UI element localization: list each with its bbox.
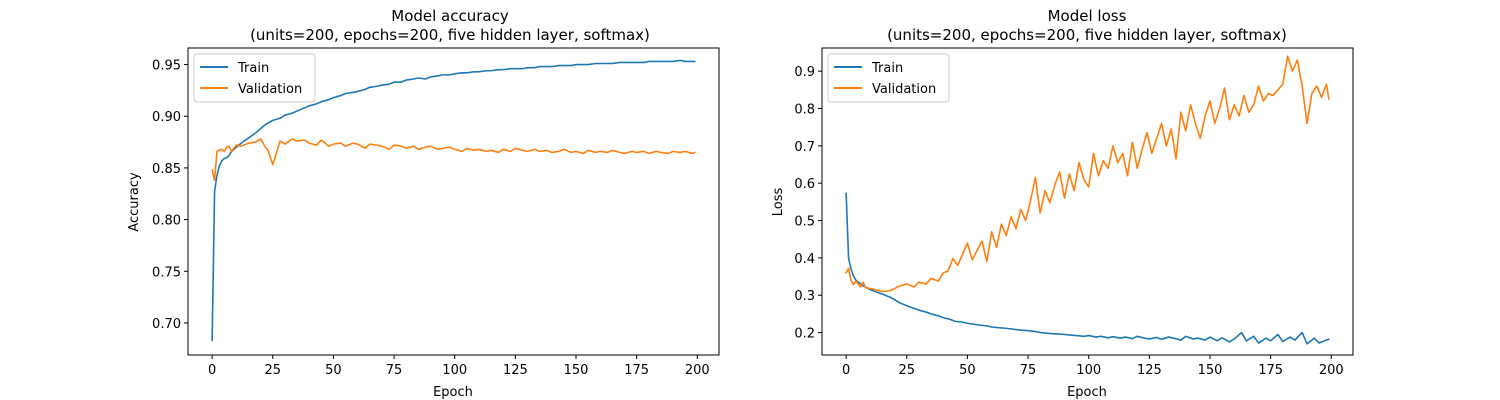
loss-lines bbox=[845, 55, 1330, 345]
loss-x-tick-label: 200 bbox=[1319, 363, 1344, 378]
accuracy-x-tick-label: 0 bbox=[208, 363, 216, 378]
accuracy-legend: Train Validation bbox=[193, 53, 316, 103]
accuracy-x-tick-label: 150 bbox=[564, 363, 589, 378]
loss-y-tick-label: 0.6 bbox=[794, 177, 815, 192]
accuracy-title-line1: Model accuracy bbox=[391, 7, 509, 25]
accuracy-legend-train-label: Train bbox=[237, 61, 269, 76]
loss-x-tick-label: 125 bbox=[1137, 363, 1162, 378]
accuracy-y-tick-label: 0.80 bbox=[152, 214, 181, 229]
accuracy-x-axis-label: Epoch bbox=[433, 385, 473, 400]
loss-y-axis-label: Loss bbox=[771, 188, 786, 217]
loss-x-tick-label: 0 bbox=[842, 363, 850, 378]
accuracy-x-tick-label: 175 bbox=[624, 363, 649, 378]
accuracy-panel: Model accuracy (units=200, epochs=200, f… bbox=[127, 7, 720, 400]
accuracy-y-tick-label: 0.95 bbox=[152, 59, 181, 74]
loss-plot-frame bbox=[821, 47, 1354, 356]
loss-legend: Train Validation bbox=[827, 53, 950, 103]
loss-y-tick-label: 0.8 bbox=[794, 103, 815, 118]
loss-train-line bbox=[845, 192, 1330, 345]
accuracy-y-tick-label: 0.90 bbox=[152, 110, 181, 125]
accuracy-train-line bbox=[211, 59, 696, 342]
accuracy-legend-validation-label: Validation bbox=[238, 82, 302, 97]
accuracy-y-tick-label: 0.75 bbox=[152, 265, 181, 280]
loss-x-tick-label: 25 bbox=[899, 363, 916, 378]
loss-x-tick-label: 75 bbox=[1020, 363, 1037, 378]
loss-y-tick-label: 0.9 bbox=[794, 65, 815, 80]
accuracy-validation-line bbox=[211, 138, 696, 182]
loss-x-tick-label: 100 bbox=[1076, 363, 1101, 378]
loss-x-tick-label: 150 bbox=[1198, 363, 1223, 378]
accuracy-title-line2: (units=200, epochs=200, five hidden laye… bbox=[250, 26, 650, 44]
accuracy-x-tick-label: 125 bbox=[503, 363, 528, 378]
loss-y-tick-label: 0.3 bbox=[794, 289, 815, 304]
loss-ticks: 0 25 50 75 100 125 150 175 200 0.2 0.3 0.4 0.5 0.6 0.7… bbox=[794, 65, 1343, 378]
accuracy-y-tick-label: 0.85 bbox=[152, 162, 181, 177]
loss-panel: Model loss (units=200, epochs=200, five … bbox=[771, 7, 1354, 400]
accuracy-y-tick-label: 0.70 bbox=[152, 317, 181, 332]
accuracy-x-tick-label: 25 bbox=[265, 363, 282, 378]
loss-y-tick-label: 0.4 bbox=[794, 252, 815, 267]
loss-y-tick-label: 0.7 bbox=[794, 140, 815, 155]
loss-x-axis-label: Epoch bbox=[1067, 385, 1107, 400]
loss-title-line1: Model loss bbox=[1048, 7, 1127, 25]
loss-title-line2: (units=200, epochs=200, five hidden laye… bbox=[887, 26, 1287, 44]
accuracy-plot-frame bbox=[187, 47, 720, 356]
accuracy-x-tick-label: 100 bbox=[442, 363, 467, 378]
loss-x-tick-label: 175 bbox=[1258, 363, 1283, 378]
loss-x-tick-label: 50 bbox=[959, 363, 976, 378]
loss-y-tick-label: 0.2 bbox=[794, 327, 815, 342]
accuracy-ticks: 0 25 50 75 100 125 150 175 200 0.70 0.75 0.80 0.85 0.… bbox=[152, 59, 710, 378]
accuracy-x-tick-label: 75 bbox=[386, 363, 403, 378]
loss-y-tick-label: 0.5 bbox=[794, 215, 815, 230]
loss-validation-line bbox=[845, 55, 1330, 293]
accuracy-lines bbox=[211, 59, 696, 342]
accuracy-x-tick-label: 200 bbox=[685, 363, 710, 378]
accuracy-x-tick-label: 50 bbox=[325, 363, 342, 378]
accuracy-y-axis-label: Accuracy bbox=[127, 172, 142, 232]
loss-legend-train-label: Train bbox=[871, 61, 903, 76]
loss-legend-validation-label: Validation bbox=[872, 82, 936, 97]
